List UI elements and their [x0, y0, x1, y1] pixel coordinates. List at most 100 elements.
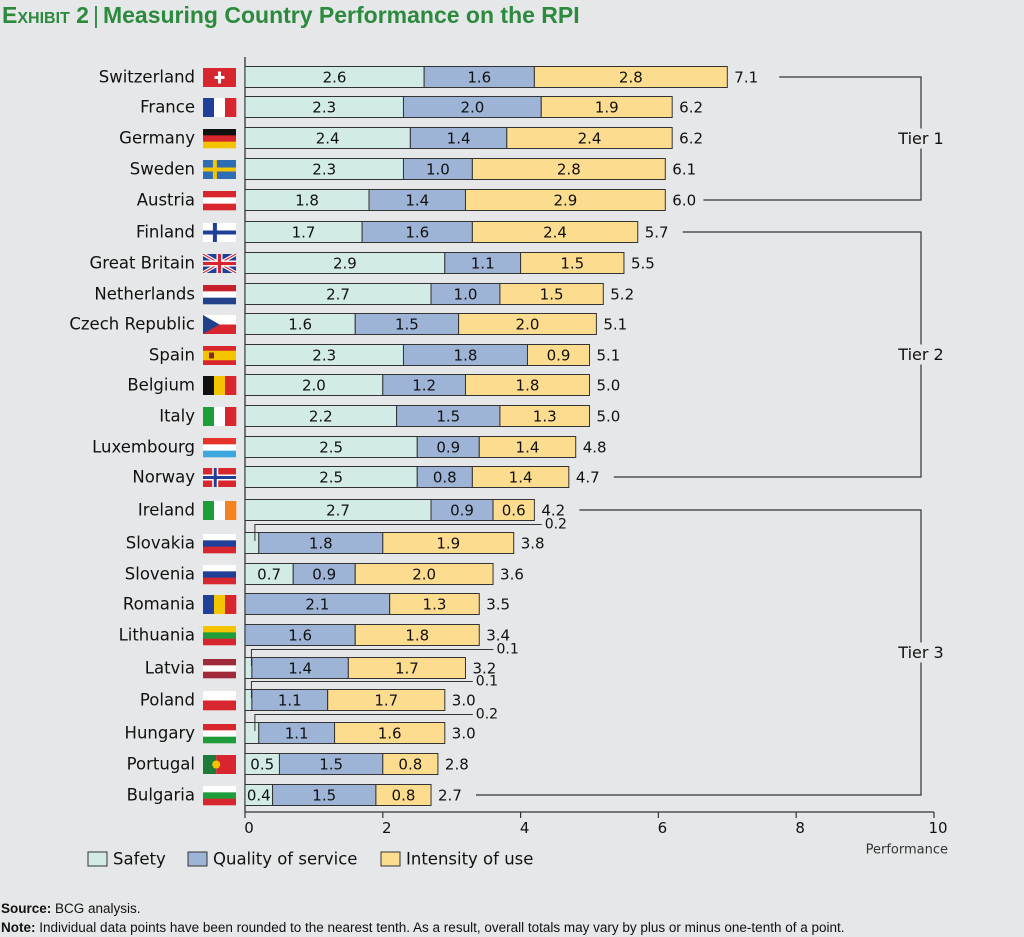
bar-value-label: 1.6: [467, 69, 491, 87]
flag-part: [214, 76, 225, 79]
total-label-austria: 6.0: [672, 192, 696, 210]
flag-icon-czech-republic: [203, 315, 236, 334]
flag-part: [203, 534, 236, 541]
bar-value-label: 0.9: [436, 439, 460, 457]
stacked-bar-chart: 0 2 4 6 8 10 Performance Switzerland 2.6 1.6 2.8 7.…: [69, 57, 948, 869]
flag-part: [203, 450, 236, 458]
bar-value-label: 2.8: [557, 161, 581, 179]
total-label-netherlands: 5.2: [610, 286, 634, 304]
flag-icon-slovakia: [203, 534, 236, 554]
flag-part: [203, 297, 236, 305]
bar-segment-sweden-s2: [471, 158, 666, 180]
tier-label-bg-tier-2: [897, 344, 945, 365]
flag-icon-hungary: [203, 724, 236, 744]
flag-part: [214, 501, 226, 520]
country-label-hungary: Hungary: [125, 724, 196, 743]
flag-part: [203, 141, 236, 149]
callout-leader-latvia: [250, 649, 494, 666]
flag-part: [203, 167, 236, 172]
legend-swatch-1: [187, 851, 208, 867]
bar-value-label: 1.8: [454, 347, 478, 365]
country-label-slovenia: Slovenia: [125, 565, 195, 584]
legend-label-1: Quality of service: [213, 850, 357, 869]
flag-part: [203, 736, 236, 744]
flag-icon-ireland: [203, 501, 237, 520]
title-text: Measuring Country Performance on the RPI: [102, 2, 580, 28]
bar-value-label: 2.4: [578, 130, 602, 148]
bar-segment-czech-republic-s2: [458, 313, 597, 335]
bar-value-label: 2.7: [326, 286, 350, 304]
total-label-germany: 6.2: [679, 130, 703, 148]
bar-value-label: 1.2: [412, 377, 436, 395]
flag-icon-portugal: [203, 755, 236, 774]
bar-segment-ireland-s2: [492, 499, 535, 521]
flag-part: [225, 595, 237, 614]
flag-part: [203, 671, 236, 679]
flag-part: [203, 315, 220, 334]
flag-part: [203, 565, 236, 572]
flag-part: [203, 444, 236, 451]
bar-segment-romania-s2: [389, 593, 480, 615]
bar-value-label: 1.6: [405, 224, 429, 242]
bar-value-label: 0.4: [247, 787, 271, 805]
flag-part: [203, 315, 236, 325]
total-label-poland: 3.0: [452, 692, 476, 710]
bar-value-label: 2.4: [543, 224, 567, 242]
flag-part: [203, 135, 236, 142]
tier-label-bg-tier-1: [897, 128, 945, 149]
source-label: Source:: [1, 901, 52, 916]
flag-part: [203, 285, 236, 292]
total-label-great-britain: 5.5: [631, 255, 655, 273]
bar-value-label: 2.0: [302, 377, 326, 395]
country-label-finland: Finland: [136, 223, 195, 242]
x-tick-label: 2: [382, 819, 392, 837]
flag-icon-netherlands: [203, 285, 236, 305]
bar-value-label: 0.8: [392, 787, 416, 805]
bar-value-label: 1.4: [288, 660, 312, 678]
callout-leader-poland: [250, 681, 473, 698]
callout-leader-slovakia: [254, 524, 542, 541]
bar-value-label: 0.9: [450, 502, 474, 520]
flag-part: [203, 376, 215, 395]
legend-swatch-0: [87, 851, 108, 867]
bar-segment-netherlands-s2: [499, 283, 604, 305]
country-label-portugal: Portugal: [127, 755, 195, 774]
bar-value-label: 1.8: [405, 627, 429, 645]
country-label-slovakia: Slovakia: [126, 534, 195, 553]
flag-part: [203, 798, 236, 806]
chart-title: Exhibit 2 | Measuring Country Performance …: [2, 2, 580, 29]
flag-icon-slovenia: [203, 565, 236, 585]
legend-label-0: Safety: [113, 850, 166, 869]
bar-value-label: 1.6: [288, 316, 312, 334]
total-label-finland: 5.7: [645, 224, 669, 242]
bar-segment-switzerland-s2: [533, 66, 728, 88]
flag-part: [209, 352, 214, 359]
total-label-spain: 5.1: [597, 347, 621, 365]
bar-segment-norway-s2: [471, 466, 570, 488]
flag-part: [203, 700, 236, 711]
total-label-portugal: 2.8: [445, 756, 469, 774]
x-tick-label: 8: [795, 819, 805, 837]
total-label-czech-republic: 5.1: [603, 316, 627, 334]
bar-value-label: 1.9: [595, 99, 619, 117]
flag-part: [203, 203, 236, 211]
country-label-great-britain: Great Britain: [90, 254, 196, 273]
bar-value-label: 0.9: [547, 347, 571, 365]
flag-icon-luxembourg: [203, 438, 236, 458]
country-label-luxembourg: Luxembourg: [92, 438, 195, 457]
bar-value-label: 2.0: [460, 99, 484, 117]
flag-part: [225, 376, 237, 395]
bar-segment-slovenia-s2: [354, 563, 494, 585]
country-label-sweden: Sweden: [130, 160, 195, 179]
bar-value-label: 0.6: [502, 502, 526, 520]
flag-part: [203, 659, 236, 666]
total-label-slovakia: 3.8: [521, 535, 545, 553]
flag-part: [225, 98, 237, 117]
x-tick-label: 6: [658, 819, 668, 837]
bar-value-label: 1.8: [295, 192, 319, 210]
flag-part: [203, 261, 236, 266]
tier-bracket-tier-2: [613, 231, 922, 478]
bar-segment-poland-s0: [244, 689, 253, 711]
legend-label-2: Intensity of use: [406, 850, 533, 869]
total-label-italy: 5.0: [597, 408, 621, 426]
